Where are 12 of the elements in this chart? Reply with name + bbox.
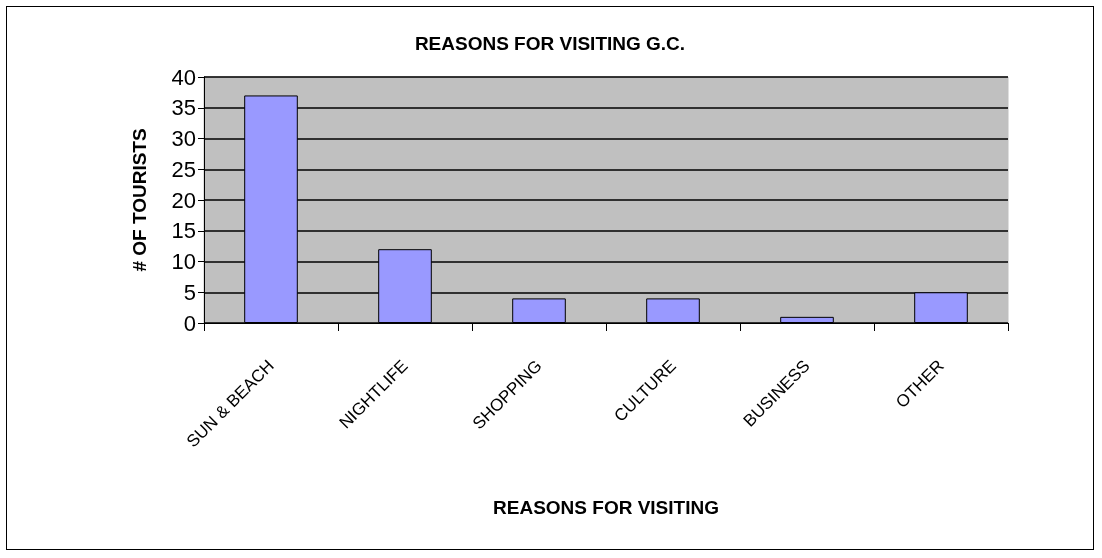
y-tick-label: 40: [171, 64, 196, 90]
y-tick-label: 35: [171, 95, 196, 121]
x-axis-title: REASONS FOR VISITING: [493, 497, 719, 518]
y-axis-title: # OF TOURISTS: [129, 128, 150, 272]
y-tick-label: 30: [171, 126, 196, 151]
y-tick-label: 15: [171, 218, 196, 244]
y-tick-label: 10: [171, 249, 196, 274]
y-tick-label: 20: [171, 187, 196, 213]
y-tick-label: 5: [183, 279, 196, 305]
chart-title: REASONS FOR VISITING G.C.: [414, 33, 686, 54]
y-tick-label: 25: [171, 156, 196, 182]
y-tick-label: 0: [183, 310, 196, 336]
